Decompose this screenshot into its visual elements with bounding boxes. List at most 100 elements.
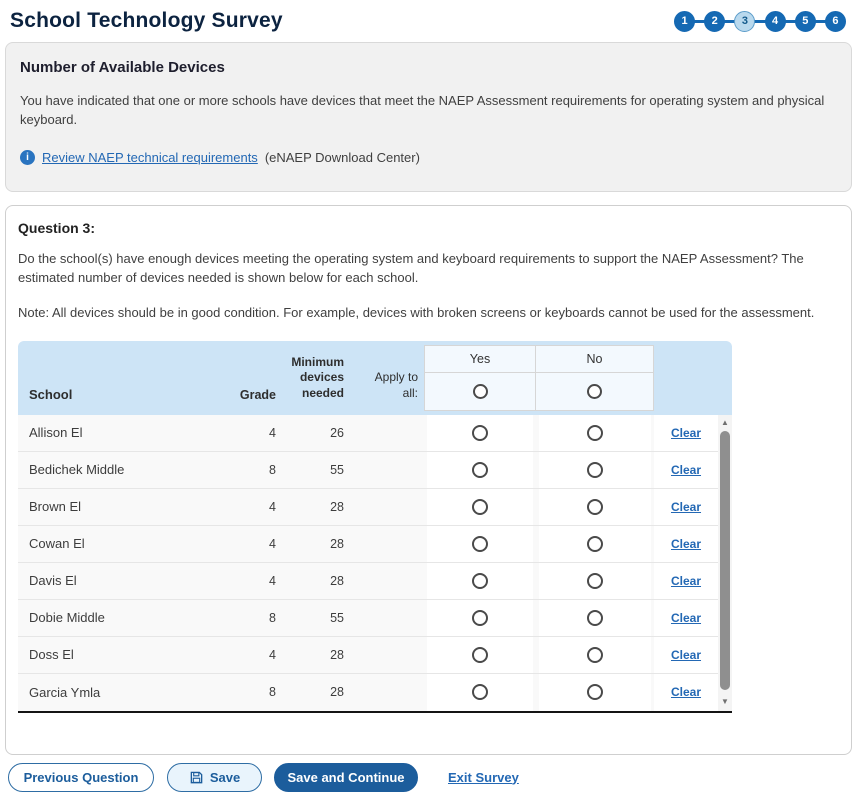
no-radio[interactable]	[587, 498, 603, 515]
table-header: School Grade Minimum devices needed Appl…	[18, 340, 732, 415]
yes-radio[interactable]	[472, 461, 488, 478]
no-header-box: No	[536, 344, 654, 411]
clear-link[interactable]: Clear	[670, 536, 702, 551]
info-panel: Number of Available Devices You have ind…	[5, 42, 852, 192]
scrollbar-down-icon[interactable]: ▼	[721, 696, 729, 706]
no-radio[interactable]	[587, 572, 603, 589]
table-row: Brown El 4 28 Clear	[18, 488, 718, 526]
yes-radio[interactable]	[472, 609, 488, 626]
school-name: Dobie Middle	[29, 610, 105, 626]
no-radio[interactable]	[587, 535, 603, 552]
table-row: Doss El 4 28 Clear	[18, 636, 718, 674]
school-name: Doss El	[29, 647, 74, 663]
grade-value: 4	[269, 425, 276, 440]
yes-radio[interactable]	[472, 684, 488, 701]
school-name: Cowan El	[29, 536, 85, 552]
tech-requirements-link[interactable]: Review NAEP technical requirements	[42, 149, 258, 165]
step-indicator[interactable]: 1	[674, 10, 695, 32]
clear-link[interactable]: Clear	[670, 647, 702, 662]
yes-radio[interactable]	[472, 646, 488, 663]
page-title: School Technology Survey	[10, 9, 283, 32]
no-radio[interactable]	[587, 646, 603, 663]
devices-table: School Grade Minimum devices needed Appl…	[18, 340, 732, 713]
table-row: Cowan El 4 28 Clear	[18, 525, 718, 563]
save-button-label: Save	[209, 769, 241, 785]
info-icon: i	[20, 149, 35, 165]
step-indicator[interactable]: 4	[764, 10, 786, 32]
info-panel-title: Number of Available Devices	[20, 59, 225, 76]
no-radio[interactable]	[587, 461, 603, 478]
save-and-continue-button[interactable]: Save and Continue	[274, 762, 418, 792]
clear-link[interactable]: Clear	[670, 685, 702, 700]
grade-value: 8	[269, 610, 276, 625]
scrollbar-thumb[interactable]	[720, 430, 730, 690]
table-row: Bedichek Middle 8 55 Clear	[18, 451, 718, 489]
column-header-min-devices: Minimum devices needed	[291, 354, 344, 400]
school-name: Bedichek Middle	[29, 462, 125, 478]
apply-all-yes-radio[interactable]	[472, 383, 488, 399]
school-name: Davis El	[29, 573, 77, 589]
column-header-no: No	[536, 341, 654, 415]
yes-radio[interactable]	[472, 498, 488, 515]
no-radio[interactable]	[587, 684, 603, 701]
yes-radio[interactable]	[472, 535, 488, 552]
min-devices-value: 26	[330, 425, 344, 440]
save-icon	[189, 770, 204, 785]
info-link-row: i Review NAEP technical requirements (eN…	[20, 149, 837, 165]
step-indicator[interactable]: 5	[794, 10, 816, 32]
step-indicator[interactable]: 2	[704, 10, 726, 32]
info-panel-body: You have indicated that one or more scho…	[20, 93, 825, 127]
apply-to-all-label: Apply to all:	[374, 370, 418, 400]
step-number: 3	[741, 15, 748, 27]
no-radio[interactable]	[587, 424, 603, 441]
step-number: 2	[711, 15, 718, 27]
table-row: Dobie Middle 8 55 Clear	[18, 599, 718, 637]
grade-value: 8	[269, 462, 276, 477]
min-devices-value: 28	[330, 499, 344, 514]
min-devices-value: 28	[330, 536, 344, 551]
clear-link[interactable]: Clear	[670, 499, 702, 514]
min-devices-value: 55	[330, 462, 344, 477]
yes-label: Yes	[425, 346, 535, 373]
clear-link[interactable]: Clear	[670, 425, 702, 440]
table-row: Allison El 4 26 Clear	[18, 414, 718, 452]
question-panel: Question 3: Do the school(s) have enough…	[5, 205, 852, 755]
top-bar: School Technology Survey 1 2 3 4	[0, 0, 857, 36]
previous-question-button[interactable]: Previous Question	[8, 762, 154, 792]
grade-value: 4	[269, 499, 276, 514]
yes-radio[interactable]	[472, 424, 488, 441]
apply-all-no-radio[interactable]	[587, 383, 602, 399]
school-name: Allison El	[29, 425, 83, 441]
yes-radio[interactable]	[472, 572, 488, 589]
step-number: 4	[772, 15, 779, 27]
save-button[interactable]: Save	[167, 762, 262, 792]
min-devices-value: 55	[330, 610, 344, 625]
step-indicator[interactable]: 6	[824, 10, 846, 32]
step-number: 6	[832, 15, 839, 27]
table-row: Davis El 4 28 Clear	[18, 562, 718, 600]
clear-link[interactable]: Clear	[670, 610, 702, 625]
question-note: Note: All devices should be in good cond…	[18, 304, 815, 320]
question-heading: Question 3:	[18, 220, 96, 236]
table-row: Garcia Ymla 8 28 Clear	[18, 673, 718, 711]
step-indicator[interactable]: 3	[734, 10, 756, 32]
min-devices-value: 28	[330, 685, 344, 700]
yes-header-box: Yes	[424, 344, 536, 411]
progress-stepper: 1 2 3 4 5 6	[674, 10, 846, 32]
tech-requirements-link-suffix: (eNAEP Download Center)	[264, 149, 420, 165]
exit-survey-link[interactable]: Exit Survey	[448, 769, 519, 785]
table-scrollbar[interactable]: ▲ ▼	[718, 414, 732, 711]
footer-actions: Previous Question Save Save and Continue…	[0, 762, 857, 792]
no-radio[interactable]	[587, 609, 603, 626]
scrollbar-up-icon[interactable]: ▲	[721, 417, 729, 427]
clear-link[interactable]: Clear	[670, 462, 702, 477]
min-devices-value: 28	[330, 573, 344, 588]
grade-value: 4	[269, 647, 276, 662]
clear-link[interactable]: Clear	[670, 573, 702, 588]
column-header-grade: Grade	[239, 387, 276, 402]
grade-value: 4	[269, 536, 276, 551]
question-prompt: Do the school(s) have enough devices mee…	[18, 251, 804, 285]
column-header-yes: Yes	[424, 341, 536, 415]
school-name: Garcia Ymla	[29, 684, 101, 700]
